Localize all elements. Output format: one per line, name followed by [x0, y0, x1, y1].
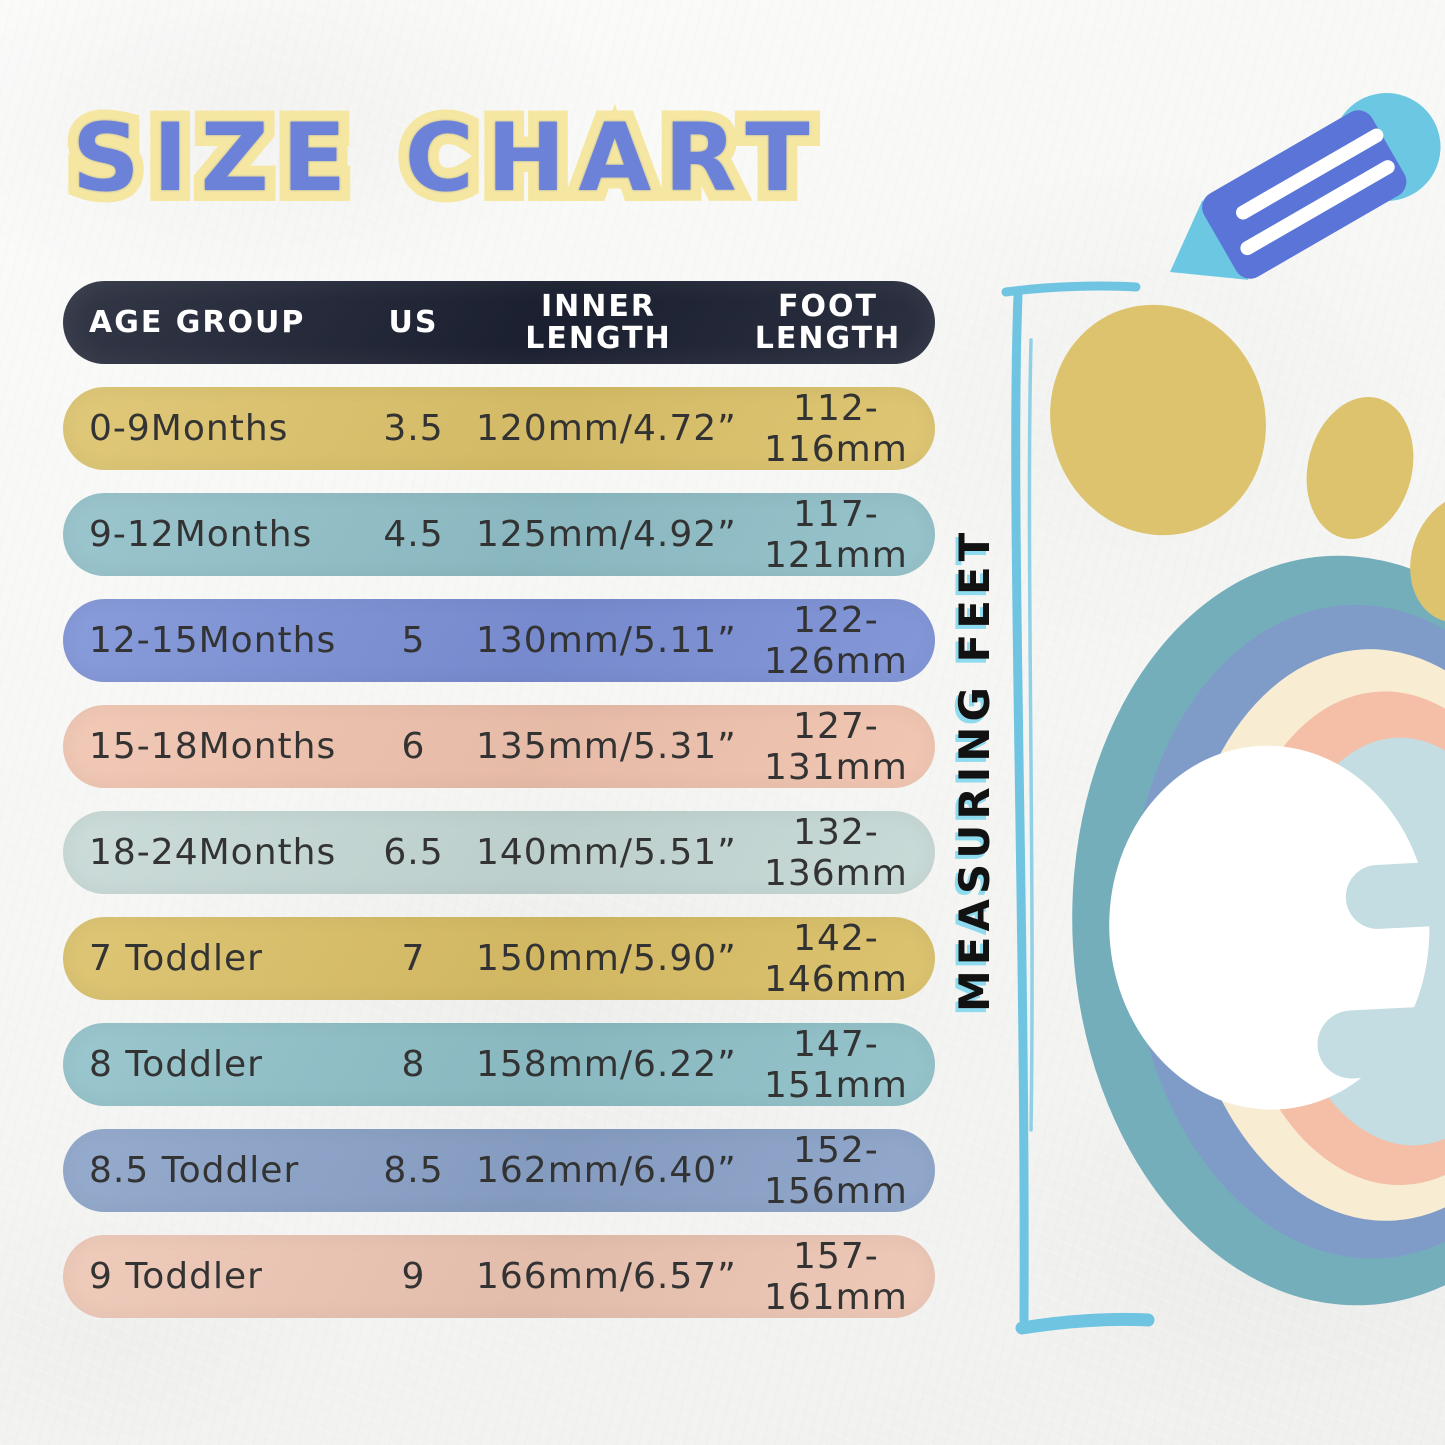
table-row: 7 Toddler 7 150mm/5.90” 142-146mm [63, 917, 935, 1000]
cell-age-group: 9 Toddler [89, 1256, 263, 1297]
ruler-bottom-tick [1015, 1312, 1155, 1335]
table-row: 9-12Months 4.5 125mm/4.92” 117-121mm [63, 493, 935, 576]
pencil-stripe [1240, 160, 1395, 256]
size-table: AGE GROUP US INNER LENGTH FOOT LENGTH 0-… [63, 281, 935, 1318]
cell-age-group: 8 Toddler [89, 1044, 263, 1085]
table-header-row: AGE GROUP US INNER LENGTH FOOT LENGTH [63, 281, 935, 364]
table-row: 8.5 Toddler 8.5 162mm/6.40” 152-156mm [63, 1129, 935, 1212]
cell-age-group: 12-15Months [89, 620, 337, 661]
cell-us-size: 6.5 [383, 832, 444, 873]
ruler-vertical-line [1011, 291, 1029, 1325]
cell-inner-length: 140mm/5.51” [476, 832, 737, 873]
toe-second [1306, 397, 1414, 539]
page-title: SIZE CHART SIZE CHART [61, 101, 823, 217]
footprint-graphic [1001, 93, 1445, 1335]
cell-inner-length: 125mm/4.92” [476, 514, 737, 555]
toe-big [1050, 304, 1266, 536]
cell-inner-length: 162mm/6.40” [476, 1150, 737, 1191]
footprint-illustration [1072, 555, 1445, 1306]
pencil-stripe [1236, 128, 1384, 220]
table-row: 0-9Months 3.5 120mm/4.72” 112-116mm [63, 387, 935, 470]
page-title-fill: SIZE CHART [72, 104, 823, 213]
cell-foot-length: 142-146mm [763, 917, 908, 1000]
cell-foot-length: 117-121mm [763, 493, 908, 576]
table-row: 12-15Months 5 130mm/5.11” 122-126mm [63, 599, 935, 682]
cell-inner-length: 120mm/4.72” [476, 408, 737, 449]
table-row: 15-18Months 6 135mm/5.31” 127-131mm [63, 705, 935, 788]
toe-third [1410, 493, 1445, 623]
header-cell-age-group: AGE GROUP [89, 304, 306, 340]
cell-age-group: 9-12Months [89, 514, 313, 555]
cell-inner-length: 130mm/5.11” [476, 620, 737, 661]
cell-us-size: 9 [401, 1256, 426, 1297]
cell-foot-length: 147-151mm [763, 1023, 908, 1106]
cell-foot-length: 127-131mm [763, 705, 908, 788]
cell-foot-length: 132-136mm [763, 811, 908, 894]
cell-age-group: 0-9Months [89, 408, 289, 449]
ruler-top-tick [1001, 281, 1141, 297]
pencil-tip [1170, 200, 1249, 280]
cell-foot-length: 152-156mm [763, 1129, 908, 1212]
cell-age-group: 7 Toddler [89, 938, 263, 979]
cell-foot-length: 157-161mm [763, 1235, 908, 1318]
table-row: 8 Toddler 8 158mm/6.22” 147-151mm [63, 1023, 935, 1106]
cell-us-size: 6 [401, 726, 426, 767]
cell-inner-length: 166mm/6.57” [476, 1256, 737, 1297]
pencil-icon [1170, 93, 1441, 280]
cell-foot-length: 112-116mm [763, 387, 908, 470]
ruler-line [1001, 281, 1155, 1335]
header-cell-us: US [388, 304, 439, 340]
cell-inner-length: 135mm/5.31” [476, 726, 737, 767]
cell-us-size: 8.5 [383, 1150, 444, 1191]
cell-inner-length: 158mm/6.22” [476, 1044, 737, 1085]
table-row: 9 Toddler 9 166mm/6.57” 157-161mm [63, 1235, 935, 1318]
ruler-vertical-line-double [1027, 338, 1034, 1132]
cell-age-group: 18-24Months [89, 832, 337, 873]
foot-finger-notch [1317, 1003, 1445, 1079]
cell-us-size: 8 [401, 1044, 426, 1085]
header-cell-inner-length: INNER LENGTH [525, 289, 672, 356]
table-row: 18-24Months 6.5 140mm/5.51” 132-136mm [63, 811, 935, 894]
cell-age-group: 8.5 Toddler [89, 1150, 300, 1191]
page-title-outline: SIZE CHART [61, 101, 823, 217]
foot-finger-notch [1345, 857, 1445, 929]
cell-foot-length: 122-126mm [763, 599, 908, 682]
cell-inner-length: 150mm/5.90” [476, 938, 737, 979]
cell-us-size: 7 [401, 938, 426, 979]
cell-us-size: 5 [401, 620, 426, 661]
header-cell-foot-length: FOOT LENGTH [754, 289, 902, 356]
cell-age-group: 15-18Months [89, 726, 337, 767]
cell-us-size: 4.5 [383, 514, 444, 555]
cell-us-size: 3.5 [383, 408, 444, 449]
